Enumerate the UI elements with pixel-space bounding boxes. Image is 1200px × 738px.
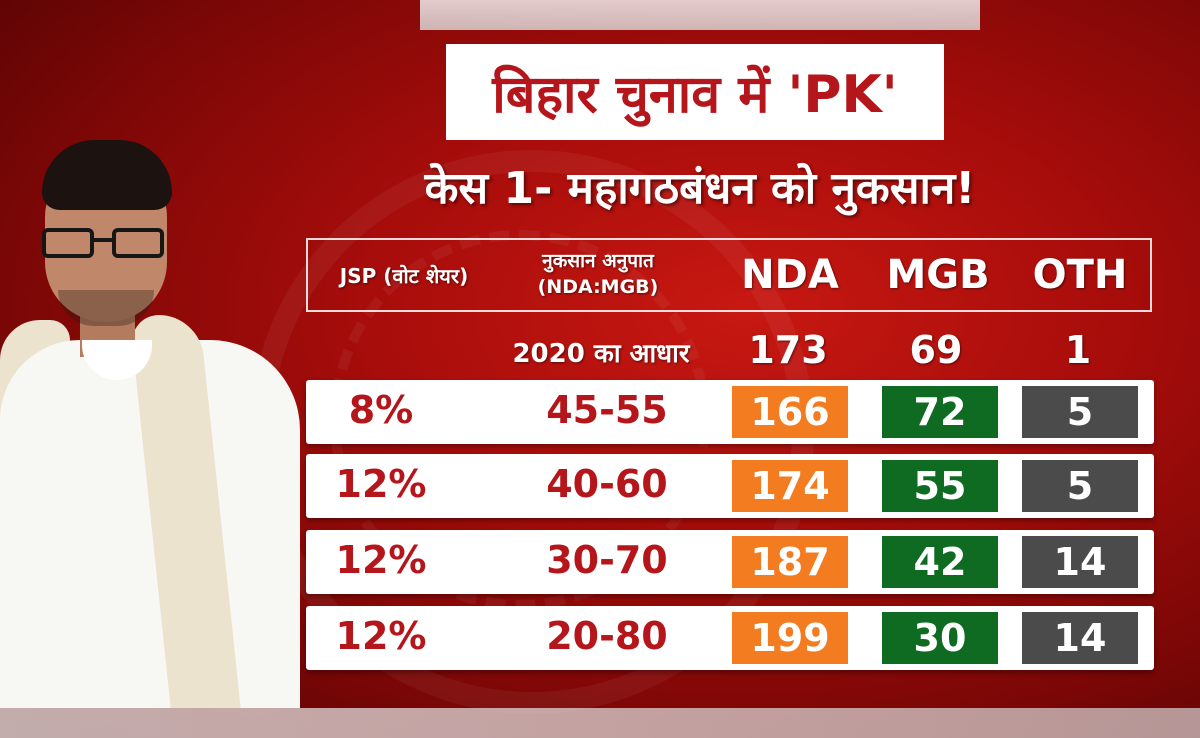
row-oth-seats: 14: [1022, 536, 1138, 588]
row-loss-ratio: 30-70: [546, 538, 668, 582]
row-nda-seats: 199: [732, 612, 848, 664]
header-jsp-vote-share: JSP (वोट शेयर): [339, 264, 469, 288]
header-nda: NDA: [741, 252, 839, 298]
table-row: 12% 30-70 187 42 14: [306, 530, 1154, 594]
table-header: JSP (वोट शेयर) नुकसान अनुपात (NDA:MGB) N…: [306, 238, 1152, 312]
row-jsp-share: 8%: [348, 388, 414, 432]
table-row: 12% 40-60 174 55 5: [306, 454, 1154, 518]
hair: [42, 140, 172, 210]
person-photo: [0, 140, 310, 708]
row-loss-ratio: 45-55: [546, 388, 668, 432]
header-mgb: MGB: [886, 252, 990, 298]
beard: [58, 290, 154, 326]
baseline-mgb: 69: [909, 328, 963, 372]
row-jsp-share: 12%: [335, 462, 427, 506]
row-loss-ratio: 20-80: [546, 614, 668, 658]
baseline-label: 2020 का आधार: [512, 339, 690, 369]
row-nda-seats: 174: [732, 460, 848, 512]
table-row: 8% 45-55 166 72 5: [306, 380, 1154, 444]
header-loss-ratio: नुकसान अनुपात (NDA:MGB): [508, 248, 688, 300]
row-jsp-share: 12%: [335, 614, 427, 658]
glasses-icon: [42, 228, 170, 262]
row-mgb-seats: 72: [882, 386, 998, 438]
row-oth-seats: 5: [1022, 460, 1138, 512]
header-oth: OTH: [1032, 252, 1128, 298]
page-title: बिहार चुनाव में 'PK': [492, 64, 898, 125]
row-nda-seats: 166: [732, 386, 848, 438]
header-loss-ratio-line1: नुकसान अनुपात: [542, 250, 654, 272]
baseline-nda: 173: [748, 328, 828, 372]
row-nda-seats: 187: [732, 536, 848, 588]
top-decorative-strip: [420, 0, 980, 30]
table-row: 12% 20-80 199 30 14: [306, 606, 1154, 670]
row-jsp-share: 12%: [335, 538, 427, 582]
row-oth-seats: 5: [1022, 386, 1138, 438]
row-oth-seats: 14: [1022, 612, 1138, 664]
header-loss-ratio-line2: (NDA:MGB): [537, 276, 659, 298]
baseline-row: 2020 का आधार 173 69 1: [306, 326, 1152, 374]
row-mgb-seats: 55: [882, 460, 998, 512]
page-subtitle: केस 1- महागठबंधन को नुकसान!: [424, 163, 976, 214]
row-mgb-seats: 42: [882, 536, 998, 588]
title-box: बिहार चुनाव में 'PK': [446, 44, 944, 140]
row-loss-ratio: 40-60: [546, 462, 668, 506]
bottom-decorative-strip: [0, 708, 1200, 738]
baseline-oth: 1: [1064, 328, 1092, 372]
row-mgb-seats: 30: [882, 612, 998, 664]
